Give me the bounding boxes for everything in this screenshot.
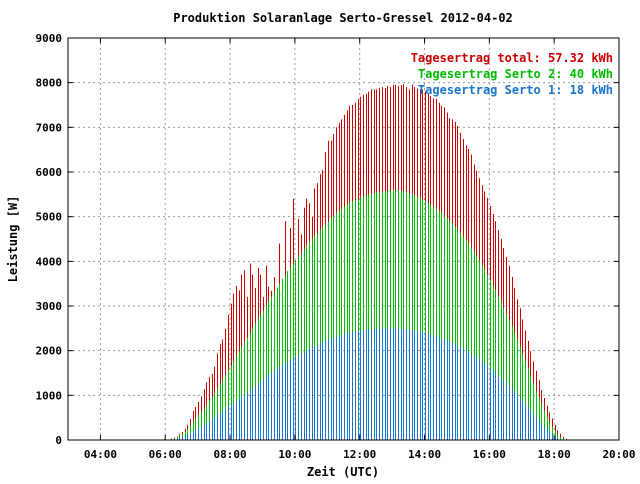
plot-frame — [67, 37, 620, 441]
x-tick-label: 06:00 — [149, 448, 182, 461]
chart-title: Produktion Solaranlage Serto-Gressel 201… — [173, 11, 513, 25]
grid-layer — [68, 38, 619, 440]
y-tick-label: 0 — [55, 434, 62, 447]
bars-layer — [168, 84, 567, 440]
y-tick-label: 6000 — [36, 166, 63, 179]
x-tick-label: 18:00 — [538, 448, 571, 461]
y-tick-label: 4000 — [36, 255, 63, 268]
x-tick-label: 10:00 — [278, 448, 311, 461]
y-tick-label: 3000 — [36, 300, 63, 313]
y-axis-label: Leistung [W] — [6, 196, 20, 283]
y-tick-label: 8000 — [36, 77, 63, 90]
y-tick-label: 5000 — [36, 211, 63, 224]
legend: Tagesertrag total: 57.32 kWh Tagesertrag … — [411, 51, 613, 97]
x-axis-label: Zeit (UTC) — [307, 465, 379, 479]
x-tick-label: 14:00 — [408, 448, 441, 461]
y-tick-label: 2000 — [36, 345, 63, 358]
ticks-layer: 0 1000 2000 3000 4000 5000 6000 7000 8000 9000 04:… — [36, 32, 636, 461]
x-tick-label: 16:00 — [473, 448, 506, 461]
legend-entry: Tagesertrag total: 57.32 kWh — [411, 51, 613, 65]
x-tick-label: 12:00 — [343, 448, 376, 461]
y-tick-label: 1000 — [36, 389, 63, 402]
legend-entry: Tagesertrag Serto 2: 40 kWh — [418, 67, 613, 81]
legend-entry: Tagesertrag Serto 1: 18 kWh — [418, 83, 613, 97]
x-tick-label: 08:00 — [213, 448, 246, 461]
y-tick-label: 7000 — [36, 121, 63, 134]
x-tick-label: 20:00 — [602, 448, 635, 461]
y-tick-label: 9000 — [36, 32, 63, 45]
x-tick-label: 04:00 — [84, 448, 117, 461]
